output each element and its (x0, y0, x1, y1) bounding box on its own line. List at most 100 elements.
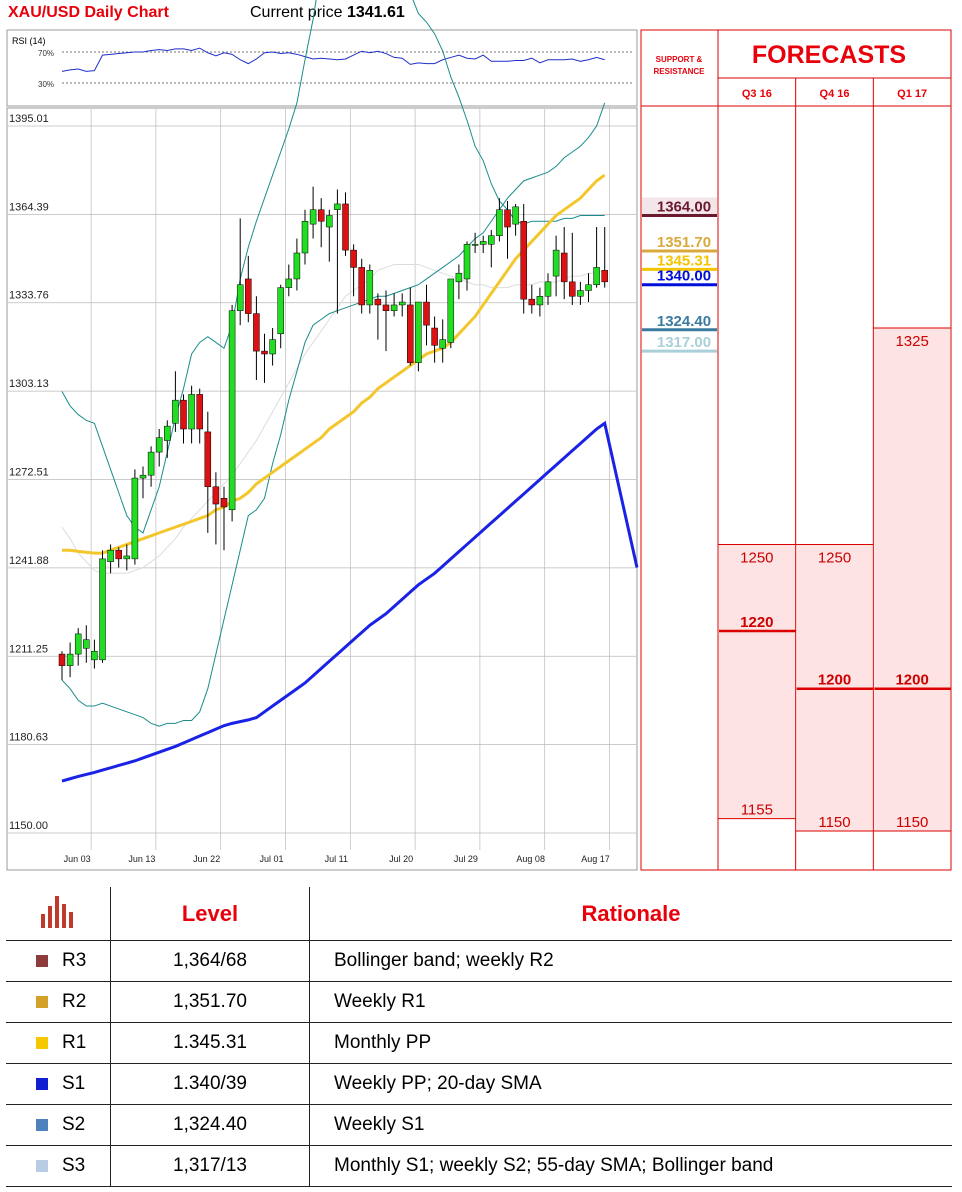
sr-panel (640, 29, 719, 871)
candle-body (326, 215, 333, 228)
level-name: S3 (62, 1154, 86, 1176)
candle-body (334, 203, 341, 210)
forecast-mid: 1200 (895, 672, 928, 689)
x-tick-label: Jun 22 (193, 854, 220, 864)
candle-body (439, 339, 446, 349)
candle-body (601, 270, 608, 283)
x-tick-label: Jul 20 (389, 854, 413, 864)
y-tick-label: 1303.13 (9, 378, 49, 390)
candle-body (496, 209, 503, 236)
table-row: R3 1,364/68 Bollinger band; weekly R2 (6, 940, 952, 982)
level-value: 1.340/39 (110, 1063, 310, 1105)
candle-body (204, 431, 212, 487)
sr-box (642, 197, 717, 216)
candle-body (123, 555, 131, 560)
level-name: S2 (62, 1113, 86, 1135)
candle-body (479, 241, 487, 245)
level-color-swatch (36, 1118, 48, 1131)
candle-body (220, 498, 228, 508)
x-tick-label: Jun 13 (128, 854, 155, 864)
level-value: 1.345.31 (110, 1022, 310, 1064)
rsi-level-30: 30% (38, 80, 54, 89)
candle-body (301, 221, 309, 254)
level-color-swatch (36, 995, 48, 1008)
current-price: Current price 1341.61 (250, 4, 405, 22)
candle-body (504, 209, 511, 228)
candle-body (293, 252, 301, 280)
level-color-swatch (36, 954, 48, 967)
y-tick-label: 1272.51 (9, 466, 49, 478)
forecast-low: 1150 (896, 814, 928, 831)
level-name-cell: R2 (6, 981, 111, 1023)
sr-label-s3: 1317.00 (657, 334, 711, 351)
sma20-line (61, 264, 605, 574)
forecast-col-label: Q4 16 (820, 88, 850, 100)
candle-body (431, 327, 438, 346)
candle-body (107, 549, 114, 563)
candle-body (374, 298, 382, 306)
x-tick-label: Aug 17 (581, 854, 610, 864)
candle-body (277, 287, 284, 335)
candle-body (228, 310, 236, 511)
candle-body (350, 249, 357, 268)
candle-body (366, 270, 374, 306)
candle-body (455, 272, 463, 283)
candle-body (593, 267, 600, 285)
level-color-swatch (36, 1159, 48, 1172)
candle-body (415, 301, 422, 363)
forecast-high: 1250 (740, 549, 773, 566)
level-name-cell: R1 (6, 1022, 111, 1064)
candle-body (139, 474, 147, 479)
table-row: R1 1.345.31 Monthly PP (6, 1022, 952, 1064)
level-rationale: Weekly R1 (309, 981, 952, 1023)
chart-title: XAU/USD Daily Chart (8, 4, 169, 21)
forecast-col-label: Q1 17 (897, 88, 927, 100)
forecast-low: 1150 (818, 814, 850, 831)
bar-chart-icon (41, 895, 73, 928)
level-value: 1,364/68 (110, 940, 310, 982)
price-panel (6, 107, 638, 871)
table-row: S3 1,317/13 Monthly S1; weekly S2; 55-day … (6, 1145, 952, 1187)
level-color-swatch (36, 1036, 48, 1049)
candle-body (552, 249, 560, 277)
level-value: 1,324.40 (110, 1104, 310, 1146)
chart-canvas: RSI (14) 70% 30% 1395.01 1364.39 1333.76 13… (6, 0, 952, 871)
y-tick-label: 1180.63 (9, 732, 48, 744)
candle-body (342, 203, 349, 251)
candle-body (577, 290, 584, 297)
levels-table-icon-cell (6, 887, 111, 941)
candle-body (212, 486, 220, 505)
level-rationale: Monthly PP (309, 1022, 952, 1064)
candle-body (66, 653, 74, 666)
candle-body (560, 252, 568, 283)
table-row: S2 1,324.40 Weekly S1 (6, 1104, 952, 1146)
bollinger-lower (61, 102, 606, 727)
level-name-cell: S3 (6, 1145, 111, 1187)
level-rationale: Weekly S1 (309, 1104, 952, 1146)
candle-body (569, 281, 576, 297)
sr-label-s1: 1340.00 (657, 268, 711, 285)
rsi-line (61, 47, 605, 72)
forecast-range (874, 328, 950, 831)
forecast-high: 1250 (818, 549, 851, 566)
y-tick-label: 1241.88 (9, 555, 49, 567)
sr-label-r2: 1351.70 (657, 234, 711, 251)
table-row: S1 1.340/39 Weekly PP; 20-day SMA (6, 1063, 952, 1105)
candle-body (447, 278, 455, 343)
table-row: R2 1,351.70 Weekly R1 (6, 981, 952, 1023)
candle-body (423, 301, 430, 326)
level-name: R1 (62, 1031, 87, 1053)
sr-title: SUPPORT & RESISTANCE (654, 55, 706, 76)
level-value: 1,317/13 (110, 1145, 310, 1187)
candle-body (382, 304, 390, 311)
candle-body (74, 633, 82, 655)
candle-body (83, 639, 90, 649)
candle-body (253, 313, 260, 352)
x-tick-label: Jul 29 (454, 854, 478, 864)
candle-body (147, 451, 155, 476)
level-rationale: Monthly S1; weekly S2; 55-day SMA; Bolli… (309, 1145, 952, 1187)
candle-body (196, 394, 203, 430)
x-tick-label: Aug 08 (516, 854, 545, 864)
level-color-swatch (36, 1077, 48, 1090)
level-value: 1,351.70 (110, 981, 310, 1023)
